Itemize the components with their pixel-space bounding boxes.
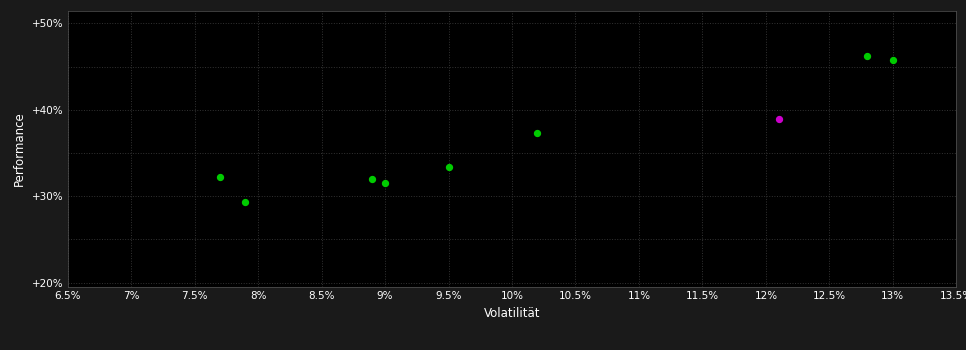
Point: [378, 181, 393, 186]
Y-axis label: Performance: Performance: [14, 111, 26, 186]
X-axis label: Volatilität: Volatilität: [484, 307, 540, 320]
Point: [440, 164, 456, 170]
Point: [213, 174, 228, 180]
Point: [238, 199, 253, 205]
Point: [885, 57, 900, 63]
Point: [860, 54, 875, 59]
Point: [771, 116, 786, 121]
Point: [529, 131, 545, 136]
Point: [364, 176, 380, 182]
